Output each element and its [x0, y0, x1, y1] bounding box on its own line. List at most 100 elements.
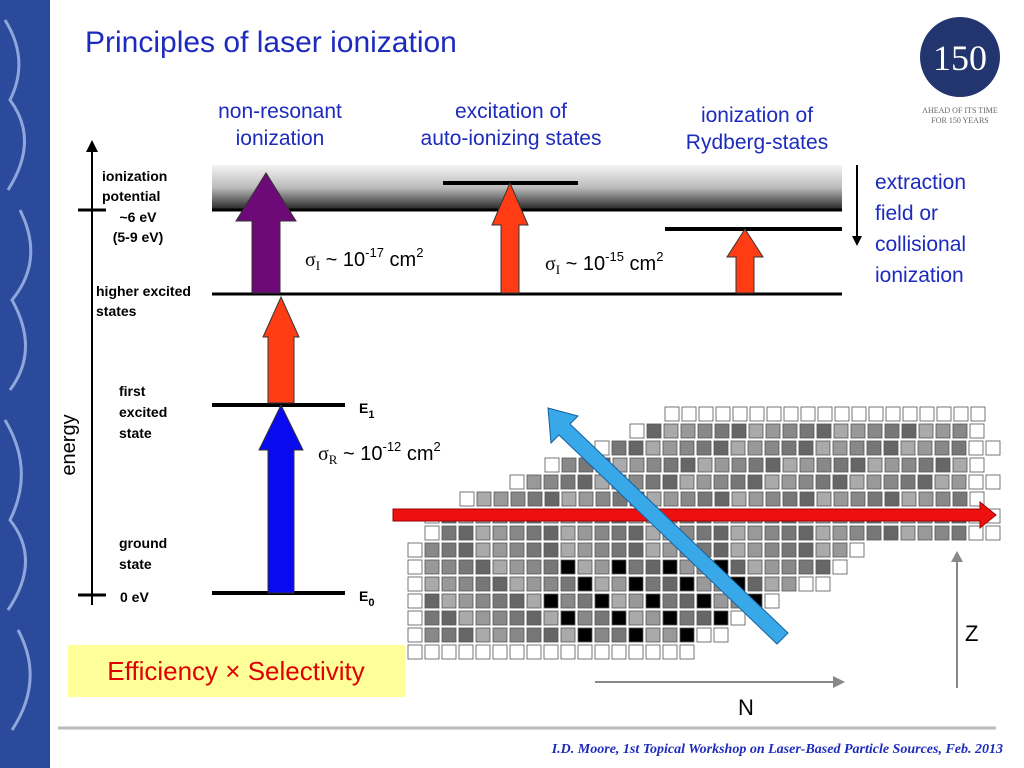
nuclide-cell	[952, 457, 968, 473]
nuclide-cell	[732, 406, 748, 422]
nuclide-cell	[800, 406, 816, 422]
exp: -12	[383, 439, 402, 454]
nuclide-cell	[424, 559, 440, 575]
nuclide-cell	[458, 593, 474, 609]
nuclide-cell	[611, 610, 627, 626]
label: higher excited	[96, 283, 191, 299]
nuclide-cell	[509, 559, 525, 575]
nuclide-cell	[441, 542, 457, 558]
nuclide-cell	[798, 542, 814, 558]
nuclide-cell	[968, 525, 984, 541]
nuclide-cell	[969, 457, 985, 473]
unit-exp: 2	[416, 245, 423, 260]
nuclide-cell	[713, 627, 729, 643]
nuclide-cell	[424, 644, 440, 660]
sub: I	[556, 262, 560, 277]
nuclide-cell	[730, 474, 746, 490]
nuclide-cell	[509, 474, 525, 490]
nuclide-cell	[885, 406, 901, 422]
nuclide-cell	[764, 542, 780, 558]
nuclide-cell	[407, 610, 423, 626]
nuclide-cell	[475, 610, 491, 626]
nuclide-cell	[577, 610, 593, 626]
rydberg-arrow	[726, 228, 764, 294]
nuclide-cell	[730, 559, 746, 575]
logo-number: 150	[933, 38, 987, 78]
summary: Efficiency × Selectivity	[107, 656, 364, 686]
nuclide-cell	[781, 559, 797, 575]
nuclide-cell	[832, 525, 848, 541]
text: ~ 10	[320, 249, 365, 271]
nuclide-cell	[697, 491, 713, 507]
nuclide-cell	[458, 559, 474, 575]
nuclide-cell	[441, 576, 457, 592]
label: collisional	[875, 233, 966, 256]
nuclide-cell	[509, 627, 525, 643]
nuclide-cell	[560, 593, 576, 609]
nuclide-cell	[900, 525, 916, 541]
nuclide-cell	[611, 440, 627, 456]
nuclide-cell	[475, 542, 491, 558]
nuclide-cell	[662, 576, 678, 592]
nuclide-cell	[424, 627, 440, 643]
nuclide-cell	[492, 627, 508, 643]
nuclide-cell	[680, 457, 696, 473]
label: field or	[875, 202, 938, 225]
side-strip	[0, 0, 50, 768]
nuclide-cell	[696, 576, 712, 592]
nuclide-cell	[781, 525, 797, 541]
nuclide-cell	[951, 440, 967, 456]
nuclide-cell	[543, 474, 559, 490]
nuclide-cell	[577, 593, 593, 609]
nuclide-cell	[747, 559, 763, 575]
symbol: σ	[545, 253, 556, 275]
nuclide-cell	[697, 457, 713, 473]
nuclide-cell	[560, 610, 576, 626]
nuclide-cell	[748, 423, 764, 439]
nuclide-cell	[730, 525, 746, 541]
nuclide-cell	[884, 423, 900, 439]
nuclide-cell	[714, 423, 730, 439]
logo-tagline: FOR 150 YEARS	[931, 116, 989, 125]
nuclide-cell	[884, 457, 900, 473]
nuclide-cell	[509, 644, 525, 660]
label: Rydberg-states	[686, 131, 828, 154]
nuclide-cell	[696, 474, 712, 490]
nuclide-cell	[985, 525, 1001, 541]
symbol: σ	[318, 443, 329, 465]
nuclide-cell	[424, 525, 440, 541]
label: energy	[58, 414, 80, 475]
nuclide-cell	[441, 593, 457, 609]
nuclide-cell	[441, 627, 457, 643]
nuclide-cell	[510, 491, 526, 507]
nuclide-cell	[833, 423, 849, 439]
nuclide-cell	[781, 474, 797, 490]
base: E	[359, 588, 368, 604]
nuclide-cell	[611, 644, 627, 660]
nuclide-cell	[662, 440, 678, 456]
nuclide-cell	[917, 440, 933, 456]
nuclide-cell	[645, 559, 661, 575]
nuclide-cell	[577, 542, 593, 558]
nuclide-cell	[731, 491, 747, 507]
nuclide-cell	[424, 542, 440, 558]
nuclide-cell	[492, 559, 508, 575]
nuclide-cell	[816, 423, 832, 439]
nuclide-cell	[696, 440, 712, 456]
nuclide-cell	[917, 525, 933, 541]
nuclide-cell	[509, 610, 525, 626]
nuclide-cell	[560, 644, 576, 660]
nuclide-cell	[730, 610, 746, 626]
label: ground	[119, 535, 167, 551]
laser-diagonal	[547, 407, 789, 645]
label: 0 eV	[120, 589, 149, 605]
nuclide-cell	[628, 593, 644, 609]
nuclide-cell	[679, 644, 695, 660]
nuclide-cell	[764, 576, 780, 592]
nuclide-cell	[561, 491, 577, 507]
nuclide-cell	[714, 491, 730, 507]
nuclide-cell	[526, 576, 542, 592]
nuclide-cell	[543, 542, 559, 558]
nuclide-cell	[798, 559, 814, 575]
